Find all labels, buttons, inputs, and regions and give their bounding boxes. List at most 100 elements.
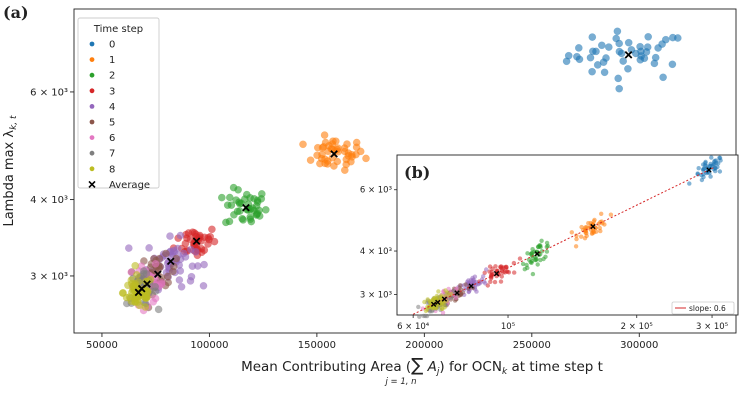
inset-y-tick-label-1: 4 × 10³ (360, 247, 392, 257)
inset-point-3-32 (492, 279, 498, 285)
legend-marker-6 (89, 135, 95, 141)
point-0-8 (600, 68, 609, 77)
inset-point-1-12 (608, 212, 614, 217)
inset-point-2-25 (545, 243, 550, 249)
inset-point-0-20 (717, 169, 723, 174)
legend-label-4: 4 (109, 102, 115, 113)
legend-marker-3 (89, 88, 95, 94)
inset-point-2-40 (529, 260, 534, 265)
inset-point-3-22 (490, 266, 495, 271)
point-0-1 (612, 34, 621, 43)
inset-average-marker-6 (441, 296, 448, 302)
point-0-27 (654, 44, 662, 52)
point-5-37 (162, 249, 170, 258)
inset-point-2-4 (520, 261, 526, 267)
point-0-32 (597, 41, 606, 50)
inset-point-4-33 (481, 274, 486, 279)
point-0-7 (588, 47, 597, 56)
point-2-25 (225, 217, 234, 226)
point-4-49 (200, 260, 208, 269)
point-1-34 (362, 154, 370, 163)
inset-point-8-40 (425, 304, 430, 310)
inset-legend-label: slope: 0.6 (689, 304, 726, 313)
legend-label-1: 1 (109, 55, 115, 66)
inset-point-3-35 (498, 279, 504, 284)
panel-a-label: (a) (3, 3, 29, 22)
inset-y-tick-label-2: 6 × 10³ (360, 186, 392, 196)
inset-point-7-16 (421, 313, 426, 319)
inset-point-3-20 (488, 279, 493, 284)
point-2-26 (233, 207, 242, 216)
inset-point-2-38 (530, 271, 536, 277)
point-4-43 (176, 267, 185, 275)
inset-legend-box (671, 301, 735, 315)
inset-point-7-22 (424, 313, 430, 319)
legend-title: Time step (93, 24, 143, 35)
x-tick-label-3: 200000 (405, 340, 443, 351)
inset-point-2-34 (535, 262, 540, 267)
inset-point-0-41 (701, 174, 706, 180)
inset-point-2-35 (525, 251, 530, 256)
point-0-28 (588, 67, 596, 76)
inset-point-8-23 (432, 305, 438, 311)
inset-point-7-14 (451, 288, 457, 294)
x-tick-label-0: 50000 (86, 340, 118, 351)
point-8-40 (141, 303, 150, 311)
average-marker-4 (166, 257, 175, 266)
point-0-18 (615, 84, 624, 93)
point-4-3 (177, 282, 186, 291)
legend-marker-2 (89, 72, 95, 78)
legend-label-0: 0 (109, 40, 115, 51)
inset-point-8-48 (434, 293, 440, 299)
point-0-19 (586, 53, 595, 62)
inset-point-0-29 (708, 174, 713, 179)
inset-point-3-23 (500, 270, 506, 275)
point-6-35 (151, 294, 160, 303)
point-1-38 (323, 160, 332, 168)
average-marker-3 (192, 237, 201, 246)
point-0-21 (614, 74, 623, 83)
point-2-33 (227, 201, 236, 210)
inset-point-8-52 (427, 300, 433, 305)
point-2-11 (242, 190, 251, 199)
point-2-32 (217, 193, 226, 202)
point-8-20 (118, 289, 127, 297)
point-0-42 (573, 52, 581, 61)
inset-x-tick-label-3: 3 × 10⁵ (696, 322, 728, 332)
inset-average-marker-3 (493, 270, 500, 277)
legend-label-2: 2 (109, 71, 115, 82)
point-8-51 (133, 295, 142, 304)
average-marker-5 (153, 270, 162, 279)
legend-marker-5 (89, 119, 95, 125)
point-1-41 (344, 149, 353, 157)
point-2-23 (261, 205, 270, 214)
inset-point-0-34 (717, 155, 723, 161)
inset-point-1-39 (600, 221, 605, 226)
point-2-36 (257, 190, 266, 198)
point-4-30 (145, 244, 153, 252)
inset-point-3-12 (517, 256, 523, 261)
point-1-1 (306, 156, 315, 165)
legend-label-6: 6 (109, 133, 115, 144)
point-2-21 (225, 193, 234, 202)
point-0-24 (574, 44, 583, 52)
inset-point-8-21 (436, 289, 441, 294)
inset-point-3-5 (512, 270, 517, 275)
legend-marker-7 (89, 150, 95, 156)
inset-point-1-43 (574, 233, 579, 238)
inset-point-1-30 (579, 224, 584, 230)
inset-point-1-4 (574, 236, 579, 242)
inset-fit-line (412, 166, 716, 315)
point-2-8 (229, 183, 238, 192)
y-tick-label-1: 4 × 10³ (30, 195, 68, 206)
inset-point-5-36 (456, 293, 462, 298)
inset-point-8-43 (422, 299, 427, 305)
panel-b-label: (b) (404, 163, 430, 182)
point-0-16 (615, 47, 624, 56)
y-tick-label-2: 6 × 10³ (30, 87, 68, 98)
legend-label-5: 5 (109, 118, 115, 129)
inset-point-1-31 (586, 225, 591, 231)
point-0-20 (659, 73, 667, 82)
point-3-41 (191, 230, 200, 239)
